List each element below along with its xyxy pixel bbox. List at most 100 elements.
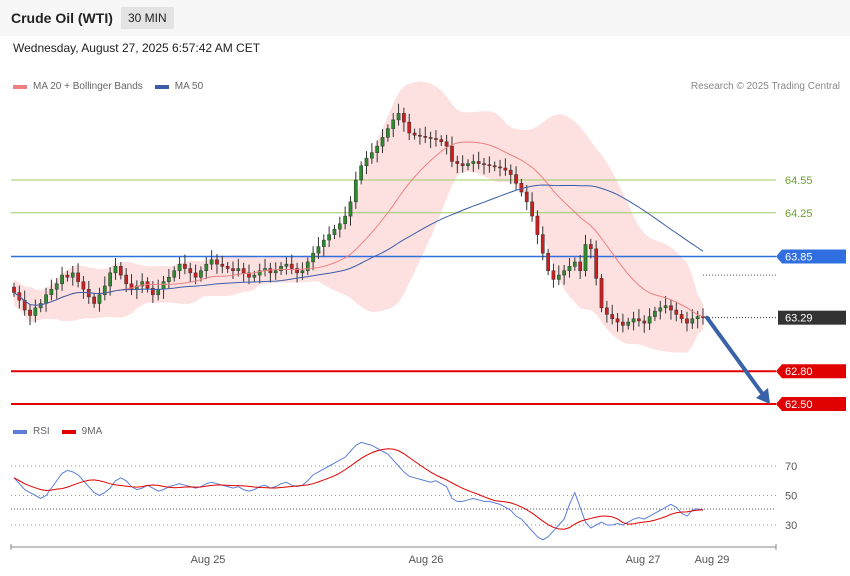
candle	[562, 265, 566, 285]
candle	[124, 268, 129, 293]
candle	[225, 261, 230, 273]
last-price-label: 63.29	[778, 310, 846, 325]
rsi-line	[13, 441, 704, 541]
candle-body	[364, 157, 369, 167]
candle-body	[407, 121, 412, 134]
candle-body	[12, 286, 16, 293]
candle	[583, 234, 588, 277]
rsi-panel: 30 50 70	[11, 441, 797, 541]
candle	[257, 263, 262, 284]
candle	[332, 224, 337, 240]
candle	[396, 103, 401, 126]
candle	[337, 216, 342, 238]
candle	[621, 313, 625, 333]
candle	[172, 266, 177, 282]
candle-body	[615, 318, 620, 323]
candle-body	[492, 165, 497, 168]
candle-body	[679, 314, 684, 320]
candle	[428, 131, 433, 149]
candle	[556, 265, 561, 286]
time-axis-label: Aug 27	[626, 554, 661, 566]
rsi-tick-label: 30	[785, 520, 797, 532]
candle-body	[498, 166, 502, 169]
instrument-title: Crude Oil (WTI)	[11, 10, 113, 26]
support-label-text: 62.50	[785, 399, 813, 411]
candle-body	[626, 321, 631, 326]
candle	[311, 246, 315, 271]
candle	[279, 261, 283, 276]
candle-body	[151, 287, 155, 295]
candle-body	[359, 165, 364, 181]
candle-body	[588, 244, 593, 250]
candle-body	[572, 261, 577, 267]
candle	[81, 275, 86, 299]
candle-body	[503, 167, 508, 171]
candle-body	[273, 270, 278, 274]
legend-swatch-9ma	[61, 429, 76, 434]
support-label-text: 62.80	[785, 366, 813, 378]
candle	[535, 210, 540, 245]
candle	[540, 226, 545, 261]
candle	[188, 262, 193, 283]
forecast-arrow-shaft	[705, 315, 766, 398]
candle-body	[567, 266, 572, 271]
candle	[637, 309, 641, 327]
candle	[482, 157, 486, 175]
candle	[343, 206, 347, 230]
support-label: 62.80	[776, 364, 846, 379]
candle-body	[343, 215, 347, 224]
interval-button[interactable]: 30 MIN	[121, 7, 174, 29]
candle-body	[268, 268, 273, 274]
candle-body	[594, 248, 599, 279]
candle-body	[508, 169, 513, 175]
rsi-tick-label: 50	[785, 491, 797, 503]
candle-body	[199, 270, 203, 278]
candle	[418, 128, 422, 145]
ma20-line	[13, 141, 704, 318]
candle-body	[690, 318, 695, 324]
candle	[70, 265, 75, 286]
candle-body	[76, 272, 80, 282]
candle	[102, 276, 107, 301]
candle-body	[658, 307, 663, 312]
candle	[54, 278, 59, 299]
candle	[375, 140, 380, 163]
candle	[588, 238, 593, 259]
candle-body	[610, 314, 615, 320]
candle-body	[44, 294, 48, 304]
candle	[599, 273, 604, 313]
time-axis-label: Aug 25	[191, 554, 226, 566]
support-label-box	[776, 364, 846, 379]
candle-body	[444, 141, 449, 147]
candle-body	[402, 113, 406, 123]
candle-body	[92, 296, 96, 304]
candle-body	[225, 266, 230, 269]
candle-body	[108, 272, 112, 287]
candle-body	[519, 183, 524, 193]
candle	[167, 268, 171, 289]
candle	[407, 113, 412, 141]
candle	[289, 254, 294, 275]
legend-label-9ma: 9MA	[81, 426, 103, 437]
candle-body	[551, 270, 556, 280]
candle-body	[241, 268, 246, 274]
candle	[460, 155, 465, 173]
candle-body	[327, 234, 331, 241]
candle	[423, 126, 428, 144]
price-levels: 64.55 64.25 63.85 63.29 62.80 62.50	[11, 175, 846, 411]
rsi-tick-label: 70	[785, 461, 797, 473]
candle-body	[391, 119, 396, 129]
candle-body	[524, 191, 529, 203]
candle	[220, 255, 225, 274]
candle	[647, 308, 652, 331]
candle-body	[220, 263, 225, 267]
pivot-label: 63.85	[776, 249, 846, 264]
candle-body	[631, 318, 636, 323]
candle	[444, 134, 449, 155]
candle	[22, 290, 27, 316]
candle	[284, 257, 289, 275]
candle-body	[535, 215, 540, 235]
candle-body	[177, 263, 182, 271]
candle-body	[487, 164, 492, 167]
